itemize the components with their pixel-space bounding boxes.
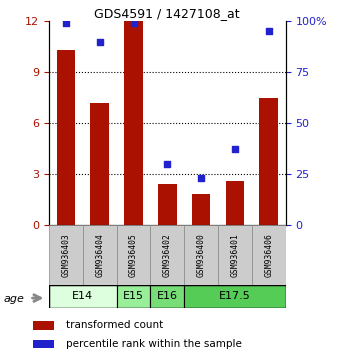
Bar bbox=[192, 194, 210, 225]
Bar bbox=[90, 103, 109, 225]
Bar bbox=[49, 225, 83, 285]
Title: GDS4591 / 1427108_at: GDS4591 / 1427108_at bbox=[95, 7, 240, 20]
Point bbox=[63, 21, 69, 26]
Bar bbox=[252, 225, 286, 285]
Point bbox=[232, 147, 238, 152]
Text: GSM936404: GSM936404 bbox=[95, 233, 104, 277]
Text: transformed count: transformed count bbox=[66, 320, 163, 330]
Text: E17.5: E17.5 bbox=[219, 291, 251, 302]
Text: E15: E15 bbox=[123, 291, 144, 302]
Point bbox=[266, 29, 271, 34]
Text: GSM936401: GSM936401 bbox=[231, 233, 239, 277]
Point bbox=[97, 39, 102, 45]
Bar bbox=[124, 21, 143, 225]
Text: GSM936402: GSM936402 bbox=[163, 233, 172, 277]
Text: GSM936406: GSM936406 bbox=[264, 233, 273, 277]
Text: GSM936400: GSM936400 bbox=[197, 233, 206, 277]
Text: GSM936403: GSM936403 bbox=[62, 233, 70, 277]
Bar bbox=[158, 184, 177, 225]
Bar bbox=[83, 225, 117, 285]
Point bbox=[165, 161, 170, 167]
Bar bbox=[117, 225, 150, 285]
Bar bbox=[184, 285, 286, 308]
Text: E16: E16 bbox=[157, 291, 178, 302]
Bar bbox=[117, 285, 150, 308]
Bar bbox=[150, 285, 184, 308]
Bar bbox=[150, 225, 184, 285]
Point bbox=[131, 21, 136, 26]
Bar bbox=[56, 50, 75, 225]
Text: percentile rank within the sample: percentile rank within the sample bbox=[66, 339, 242, 349]
Bar bbox=[218, 225, 252, 285]
Bar bbox=[49, 285, 117, 308]
Text: GSM936405: GSM936405 bbox=[129, 233, 138, 277]
Bar bbox=[33, 340, 54, 348]
Bar bbox=[260, 98, 278, 225]
Bar bbox=[226, 181, 244, 225]
Point bbox=[198, 175, 204, 181]
Bar bbox=[184, 225, 218, 285]
Bar bbox=[33, 321, 54, 330]
Text: age: age bbox=[3, 294, 24, 304]
Text: E14: E14 bbox=[72, 291, 93, 302]
